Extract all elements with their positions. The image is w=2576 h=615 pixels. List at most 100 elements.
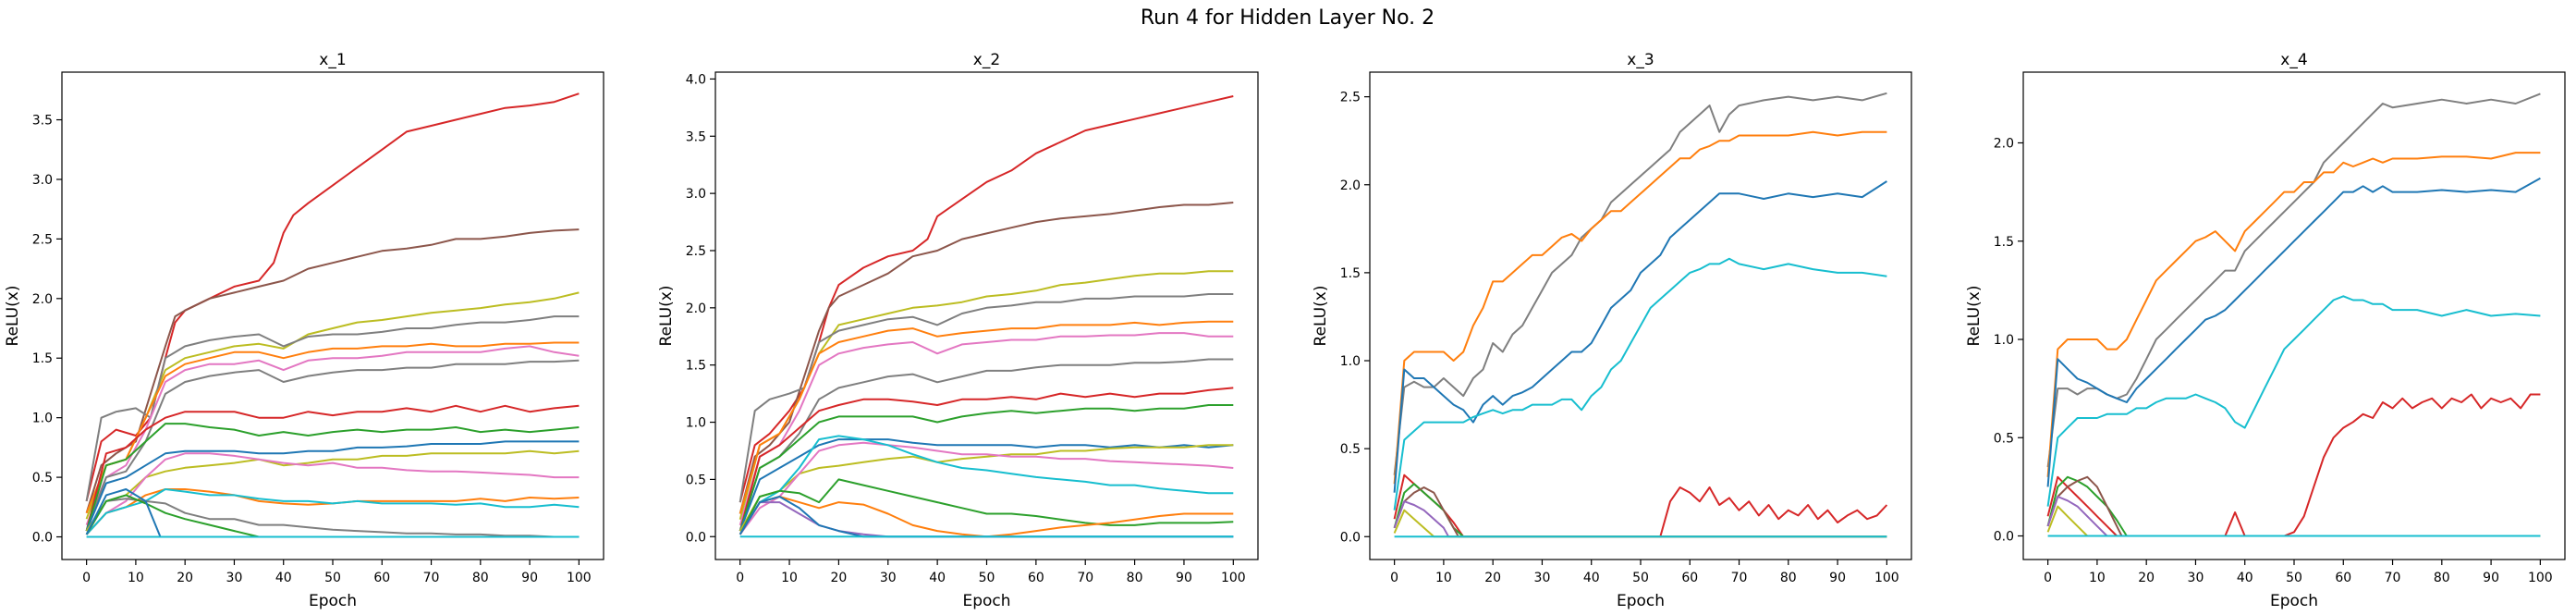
y-axis-label: ReLU(x): [1965, 286, 1984, 347]
series-line-13: [739, 435, 1234, 535]
x-tick-label: 50: [2286, 571, 2302, 585]
series-line-5: [1393, 474, 1888, 538]
x-axis-label: Epoch: [309, 592, 357, 610]
x-tick-label: 0: [736, 571, 744, 585]
x-tick-label: 20: [1484, 571, 1501, 585]
series-line-10: [739, 438, 1234, 532]
x-tick-label: 70: [423, 571, 440, 585]
series-line-8: [2046, 496, 2541, 537]
y-tick-label: 1.5: [32, 351, 53, 366]
axes-frame: [2022, 71, 2566, 560]
y-tick-label: 1.5: [1994, 235, 2014, 250]
y-tick-label: 1.5: [1340, 266, 1361, 281]
x-tick-label: 60: [373, 571, 390, 585]
y-tick-label: 2.0: [1994, 137, 2014, 152]
x-tick-label: 30: [1534, 571, 1551, 585]
y-axis-label: ReLU(x): [657, 286, 676, 347]
y-tick-label: 2.0: [1340, 178, 1361, 193]
series-line-5: [85, 341, 580, 514]
y-tick-label: 0.5: [1340, 442, 1361, 457]
axes-frame: [714, 71, 1259, 560]
x-tick-label: 10: [128, 571, 144, 585]
series-line-2: [85, 228, 580, 513]
x-tick-label: 0: [2044, 571, 2052, 585]
series-group: [85, 92, 580, 538]
series-line-7: [739, 358, 1234, 532]
x-tick-label: 50: [324, 571, 341, 585]
x-tick-label: 70: [1731, 571, 1748, 585]
series-line-8: [739, 387, 1234, 532]
subplot-title: x_1: [319, 51, 346, 69]
x-tick-label: 40: [1583, 571, 1600, 585]
series-line-9: [1393, 509, 1887, 538]
x-tick-label: 90: [2483, 571, 2499, 585]
series-line-3: [85, 291, 580, 520]
series-line-6: [739, 332, 1234, 526]
subplot-title: x_2: [973, 51, 1000, 69]
series-line-4: [2046, 295, 2541, 507]
x-tick-label: 30: [880, 571, 897, 585]
x-tick-label: 0: [1390, 571, 1398, 585]
y-tick-label: 1.0: [686, 416, 706, 431]
y-tick-label: 0.5: [686, 473, 706, 487]
x-tick-label: 100: [1221, 571, 1246, 585]
y-tick-label: 2.0: [686, 301, 706, 316]
series-line-10: [85, 440, 580, 532]
x-tick-label: 90: [1176, 571, 1192, 585]
y-tick-label: 3.0: [32, 173, 53, 188]
series-line-7: [85, 359, 580, 532]
series-line-14: [739, 478, 1234, 535]
axes-frame: [1369, 71, 1912, 560]
x-tick-label: 100: [1874, 571, 1899, 585]
x-axis-label: Epoch: [2270, 592, 2318, 610]
series-line-2: [2046, 152, 2541, 477]
series-line-9: [739, 404, 1234, 532]
series-line-13: [85, 488, 580, 535]
subplot-4: 0 10 20 30 40 50 60 70 80 90 100 0.0 0.5 1.0 1.5 2.0 x_4…: [1965, 51, 2566, 610]
series-line-4: [85, 315, 580, 502]
figure-suptitle: Run 4 for Hidden Layer No. 2: [1141, 6, 1435, 30]
series-line-7: [2046, 475, 2541, 537]
series-line-11: [739, 444, 1234, 532]
subplot-title: x_3: [1627, 51, 1654, 69]
x-tick-label: 20: [177, 571, 193, 585]
y-tick-label: 3.5: [32, 114, 53, 129]
series-line-4: [739, 293, 1234, 503]
series-line-1: [85, 92, 580, 502]
series-line-1: [2046, 92, 2541, 468]
series-line-4: [1393, 257, 1887, 510]
y-tick-label: 0.0: [686, 530, 706, 545]
x-tick-label: 80: [1127, 571, 1143, 585]
series-line-3: [2046, 177, 2541, 487]
subplot-3: 0 10 20 30 40 50 60 70 80 90 100 0.0 0.5 1.0 1.5 2.0 2.5…: [1312, 51, 1912, 610]
y-tick-label: 2.0: [32, 292, 53, 307]
y-tick-label: 4.0: [686, 72, 706, 87]
x-tick-label: 80: [1780, 571, 1797, 585]
x-tick-label: 60: [1681, 571, 1698, 585]
series-line-17: [739, 496, 1234, 538]
series-line-14: [85, 488, 580, 535]
series-line-8: [1393, 500, 1887, 538]
y-tick-label: 0.0: [1994, 530, 2014, 545]
y-tick-label: 0.5: [32, 471, 53, 486]
x-tick-label: 50: [979, 571, 995, 585]
series-line-1: [1393, 92, 1887, 475]
x-tick-label: 70: [2385, 571, 2401, 585]
series-line-6: [2046, 475, 2541, 537]
y-tick-label: 2.5: [686, 244, 706, 259]
y-tick-label: 1.0: [1340, 354, 1361, 369]
y-tick-label: 3.0: [686, 187, 706, 202]
y-tick-label: 3.5: [686, 129, 706, 144]
x-axis-label: Epoch: [1617, 592, 1665, 610]
x-tick-label: 40: [929, 571, 946, 585]
series-line-12: [85, 452, 580, 535]
y-tick-label: 1.0: [32, 412, 53, 426]
x-tick-label: 50: [1632, 571, 1649, 585]
x-tick-label: 10: [1435, 571, 1452, 585]
series-line-6: [1393, 483, 1887, 538]
y-axis-label: ReLU(x): [1312, 286, 1330, 347]
series-line-12: [739, 441, 1234, 535]
series-line-15: [739, 496, 1234, 538]
subplot-1: 0 10 20 30 40 50 60 70 80 90 100 0.0 0.5 1.0 1.5 2.0 2.5…: [4, 51, 604, 610]
